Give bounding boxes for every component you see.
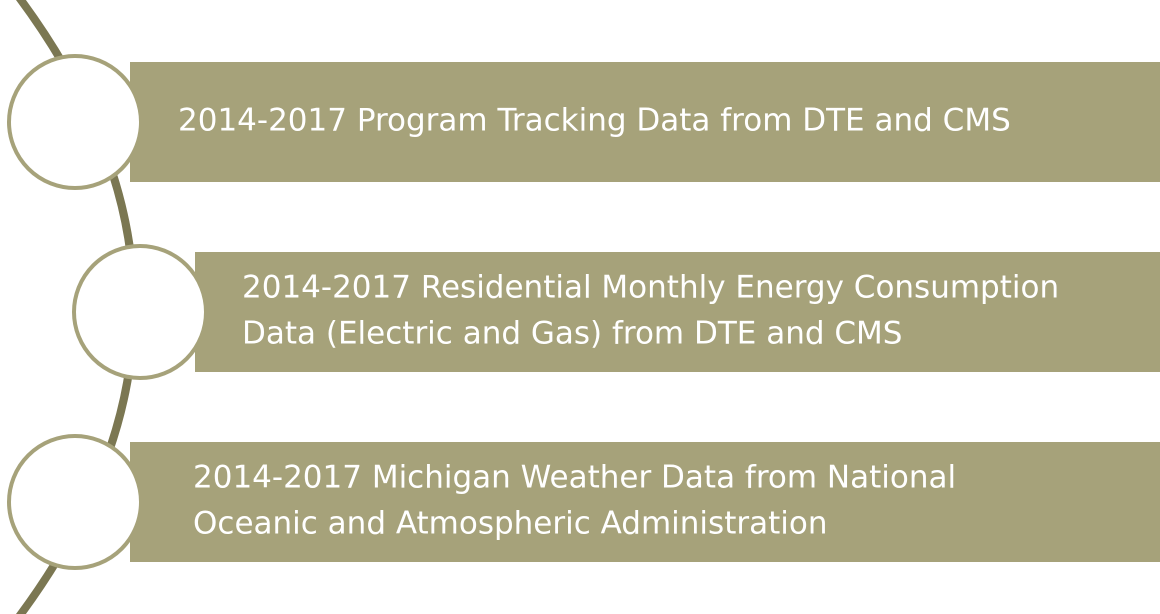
bullet-circle [72, 244, 208, 380]
bullet-circle [7, 54, 143, 190]
band [130, 62, 1160, 182]
band [130, 442, 1160, 562]
item-text: Oceanic and Atmospheric Administration [193, 506, 827, 542]
item-text: 2014-2017 Residential Monthly Energy Con… [242, 270, 1059, 306]
item-text: 2014-2017 Program Tracking Data from DTE… [178, 103, 1011, 139]
bullet-circle [7, 434, 143, 570]
item-text: Data (Electric and Gas) from DTE and CMS [242, 316, 902, 352]
band [195, 252, 1160, 372]
item-text: 2014-2017 Michigan Weather Data from Nat… [193, 460, 956, 496]
